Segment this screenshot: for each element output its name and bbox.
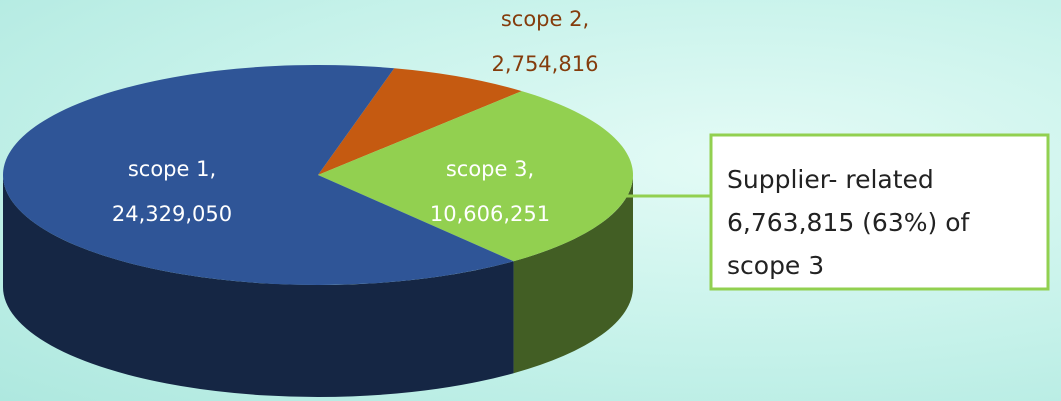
slice-label: scope 1, xyxy=(128,157,216,181)
annotation-line: 6,763,815 (63%) of xyxy=(727,208,970,237)
slice-value: 10,606,251 xyxy=(430,202,550,226)
slice-label: scope 3, xyxy=(446,157,534,181)
annotation-line: Supplier- related xyxy=(727,165,934,194)
slice xyxy=(2,64,514,285)
slice xyxy=(318,91,633,262)
slice xyxy=(318,68,522,175)
slice-value: 2,754,816 xyxy=(492,52,599,76)
slice-value: 24,329,050 xyxy=(112,202,232,226)
slice-side xyxy=(513,175,633,374)
slice-side xyxy=(3,175,514,397)
annotation-box xyxy=(709,133,1050,291)
annotation-line: scope 3 xyxy=(727,251,824,280)
slice-label: scope 2, xyxy=(501,7,589,31)
